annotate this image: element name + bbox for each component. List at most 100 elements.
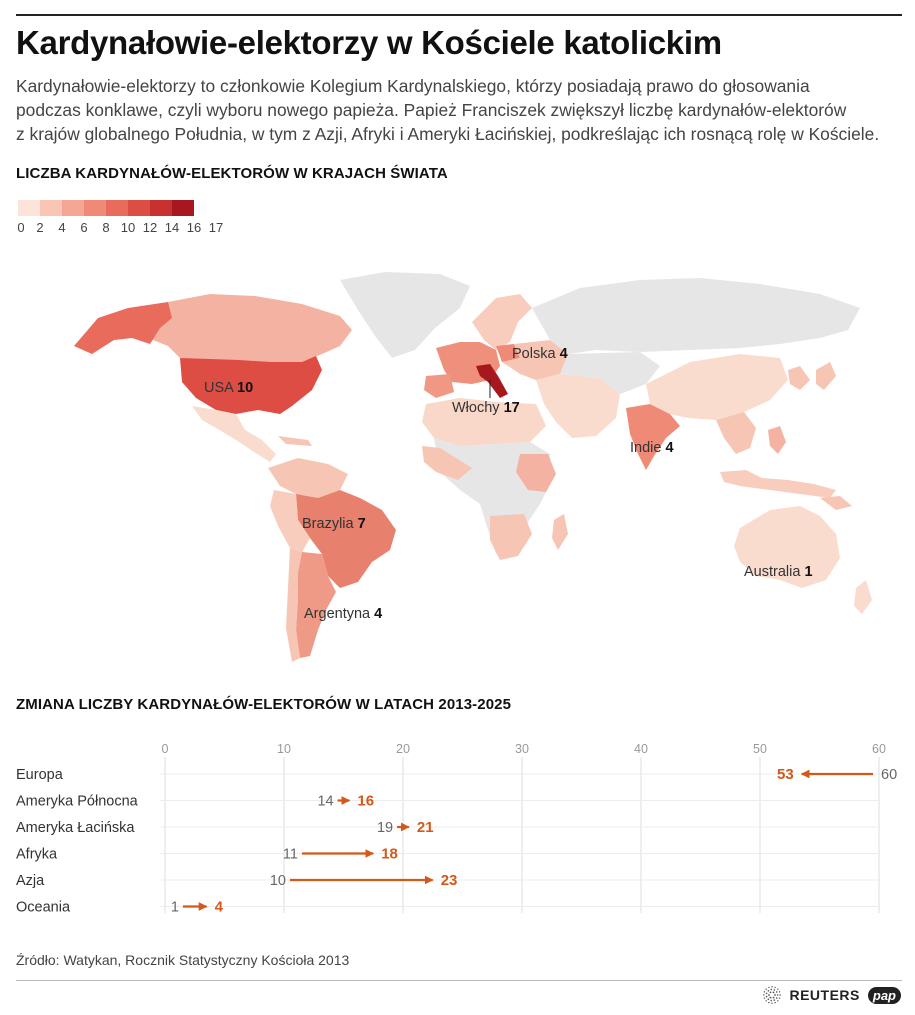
south-america-north [268, 458, 348, 498]
legend-swatch [84, 200, 106, 216]
southeast-asia [716, 412, 756, 454]
madagascar [552, 514, 568, 550]
legend-swatch [62, 200, 84, 216]
legend-swatch [150, 200, 172, 216]
map-label: USA 10 [204, 380, 253, 396]
west-africa [422, 446, 472, 480]
map-label-value: 4 [374, 606, 382, 622]
russia [532, 278, 860, 354]
legend-swatch [106, 200, 128, 216]
bottom-rule [16, 980, 902, 981]
value-2013: 11 [283, 847, 298, 863]
scandinavia [472, 294, 532, 350]
legend-swatches [18, 200, 238, 216]
map-label: Brazylia 7 [302, 516, 366, 532]
value-2025: 53 [777, 766, 794, 783]
poland [496, 344, 520, 362]
southern-africa [490, 514, 532, 560]
greenland [340, 272, 470, 358]
category-label: Azja [16, 873, 45, 889]
x-tick-label: 0 [162, 742, 169, 756]
australia [734, 506, 840, 588]
iberia [424, 374, 454, 398]
category-label: Afryka [16, 847, 58, 863]
legend-tick-label: 17 [208, 220, 224, 235]
value-2013: 1 [171, 900, 179, 916]
value-2025: 16 [357, 793, 374, 810]
pap-logo: pap [867, 986, 901, 1004]
indonesia [720, 470, 836, 498]
value-2013: 19 [377, 820, 393, 836]
x-tick-label: 40 [634, 742, 648, 756]
map-label-name: Argentyna [304, 606, 374, 622]
new-zealand [854, 580, 872, 614]
map-label: Australia 1 [744, 564, 813, 580]
logos: REUTERS pap [763, 986, 901, 1004]
chart-section-title: ZMIANA LICZBY KARDYNAŁÓW-ELEKTORÓW W LAT… [16, 696, 512, 713]
lead-text: Kardynałowie-elektorzy to członkowie Kol… [16, 76, 880, 144]
india [626, 404, 680, 470]
legend-swatch [18, 200, 40, 216]
map-label: Indie 4 [630, 440, 674, 456]
value-2025: 21 [417, 819, 434, 836]
legend-tick-label: 4 [58, 220, 66, 235]
x-tick-label: 50 [753, 742, 767, 756]
map-label-name: Brazylia [302, 516, 358, 532]
canada [128, 294, 352, 362]
usa [180, 356, 322, 414]
map-label-name: Polska [512, 346, 560, 362]
source-note: Źródło: Watykan, Rocznik Statystyczny Ko… [16, 952, 350, 968]
value-2013: 60 [881, 767, 897, 783]
korea-japan [788, 362, 836, 390]
legend-tick-label: 12 [142, 220, 158, 235]
category-label: Ameryka Północna [16, 794, 139, 810]
alaska [74, 302, 172, 354]
category-label: Ameryka Łacińska [16, 820, 135, 836]
china [646, 354, 788, 420]
legend-ticks: 0 2 4 6 8 10 12 14 16 17 [17, 220, 238, 240]
philippines [768, 426, 786, 454]
legend-tick-label: 14 [164, 220, 180, 235]
italy [476, 364, 508, 398]
category-label: Oceania [16, 900, 71, 916]
map-label-name: Włochy [452, 400, 504, 416]
papua [820, 496, 852, 510]
map-label-name: Indie [630, 440, 665, 456]
value-2025: 18 [381, 846, 398, 863]
map-label-name: USA [204, 380, 237, 396]
brazil [296, 490, 396, 588]
middle-east [536, 374, 620, 438]
map-label-value: 7 [358, 516, 366, 532]
value-2013: 10 [270, 873, 286, 889]
map-label-value: 1 [804, 564, 812, 580]
change-chart: 0 10 20 30 40 50 60 Europa 60 53 Ameryka Północna 1… [16, 742, 897, 916]
map-label-value: 4 [665, 440, 673, 456]
map-label: Włochy 17 [452, 400, 520, 416]
legend-swatch [128, 200, 150, 216]
mexico [192, 406, 276, 462]
argentina [296, 552, 336, 658]
map-section-title: LICZBA KARDYNAŁÓW-ELEKTORÓW W KRAJACH ŚW… [16, 165, 448, 182]
x-tick-label: 30 [515, 742, 529, 756]
legend-tick-label: 10 [120, 220, 136, 235]
map-label: Argentyna 4 [304, 606, 382, 622]
top-rule [16, 14, 902, 16]
reuters-logo: REUTERS [789, 987, 860, 1003]
legend-tick-label: 2 [36, 220, 44, 235]
value-2013: 14 [317, 794, 333, 810]
peru-bolivia [270, 490, 310, 552]
east-africa [516, 454, 556, 492]
x-tick-label: 10 [277, 742, 291, 756]
reuters-logo-icon [763, 986, 782, 1004]
legend-tick-label: 8 [102, 220, 110, 235]
caribbean [278, 436, 312, 446]
map-legend: 0 2 4 6 8 10 12 14 16 17 [17, 200, 238, 240]
eastern-europe [502, 340, 568, 380]
value-2025: 23 [441, 872, 458, 889]
x-tick-label: 20 [396, 742, 410, 756]
map-label-name: Australia [744, 564, 804, 580]
legend-swatch [40, 200, 62, 216]
north-africa [422, 398, 546, 446]
category-label: Europa [16, 767, 64, 783]
